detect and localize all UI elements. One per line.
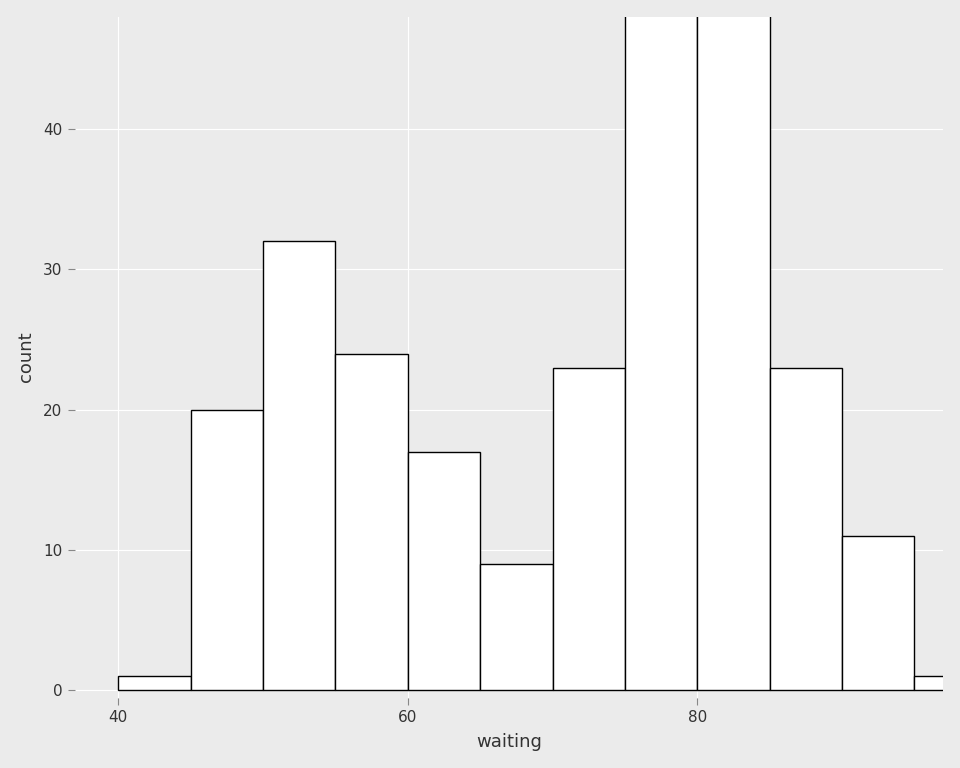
Bar (625, 0, 697, 690)
Y-axis label: count: count (16, 332, 35, 382)
Bar (553, 368, 625, 690)
Bar (770, 368, 842, 690)
Bar (263, 241, 335, 690)
Bar (335, 353, 408, 690)
Bar (408, 452, 480, 690)
Bar (697, 0, 770, 690)
Bar (914, 677, 960, 690)
X-axis label: waiting: waiting (476, 733, 542, 751)
Bar (842, 536, 914, 690)
Bar (191, 409, 263, 690)
Bar (118, 677, 191, 690)
Bar (480, 564, 553, 690)
